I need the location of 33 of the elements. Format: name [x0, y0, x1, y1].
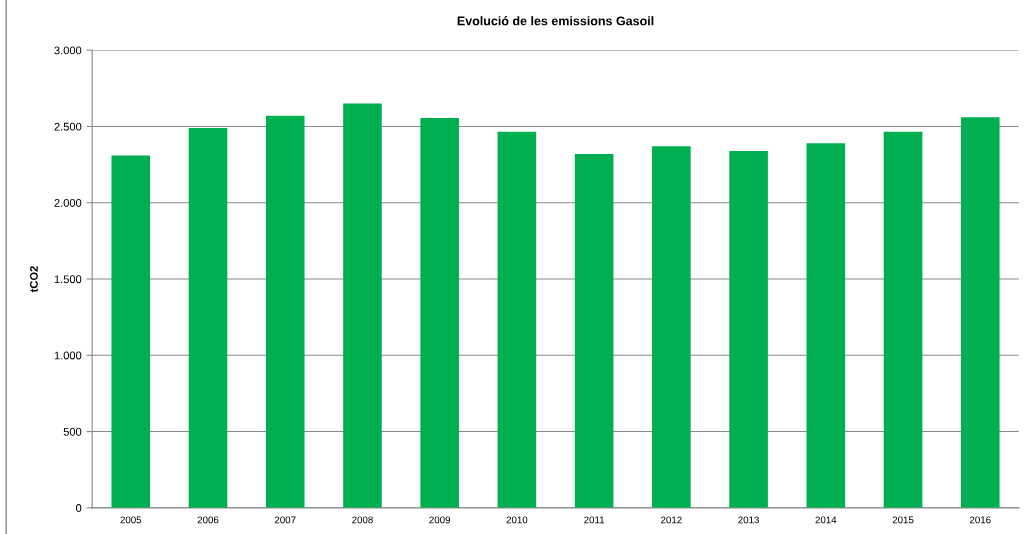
bar	[188, 127, 228, 508]
x-tick-label: 2008	[352, 516, 373, 524]
bar	[265, 115, 305, 508]
chart-title: Evolució de les emissions Gasoil	[457, 16, 654, 26]
y-axis-title: tCO2	[29, 266, 38, 293]
bar	[883, 131, 923, 508]
y-tick-label: 3.000	[54, 46, 82, 55]
x-tick-label: 2015	[892, 516, 914, 524]
y-tick-label: 500	[63, 427, 82, 436]
y-tick-label: 1.000	[54, 351, 82, 360]
y-tick-label: 1.500	[54, 275, 82, 284]
bar	[960, 117, 1000, 508]
x-tick-label: 2009	[429, 516, 451, 524]
y-tick-label: 0	[76, 504, 82, 512]
x-tick-label: 2011	[584, 516, 605, 524]
bar	[420, 118, 459, 508]
bar	[343, 103, 382, 508]
x-tick-label: 2006	[197, 516, 219, 524]
x-tick-label: 2013	[738, 516, 759, 524]
x-tick-label: 2016	[969, 516, 991, 524]
y-tick-label: 2.000	[54, 199, 82, 207]
bar	[111, 155, 151, 508]
x-tick-label: 2007	[274, 516, 296, 524]
y-tick-label: 2.500	[54, 122, 82, 131]
bar	[497, 131, 537, 508]
x-tick-label: 2014	[815, 516, 837, 524]
bar	[652, 146, 691, 508]
x-tick-label: 2012	[661, 516, 682, 524]
bar	[574, 153, 614, 508]
bar	[729, 150, 768, 508]
x-tick-label: 2010	[506, 516, 528, 524]
x-tick-label: 2005	[120, 516, 142, 524]
bar	[806, 143, 846, 508]
